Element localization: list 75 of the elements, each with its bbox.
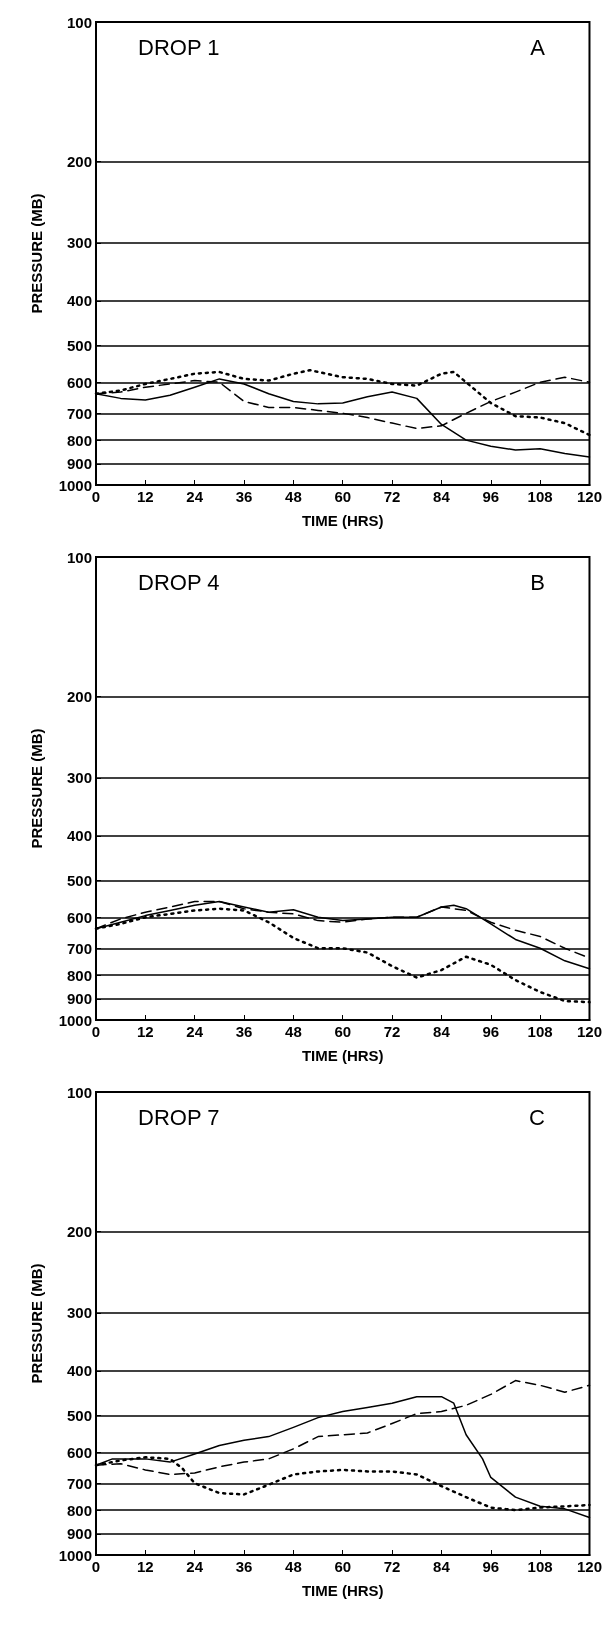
x-tick-label: 96 [482,488,500,505]
x-tick-label: 24 [186,1558,204,1575]
x-tick-label: 60 [334,1023,352,1040]
y-tick-label: 1000 [58,1011,92,1029]
y-tick-label: 800 [66,966,92,984]
x-axis-title: TIME (HRS) [301,512,384,529]
x-tick-label: 84 [433,1558,451,1575]
y-tick-label: 700 [66,939,92,957]
y-axis-title: PRESSURE (MB) [28,1263,45,1384]
y-tick-label: 700 [66,404,92,422]
x-tick-label: 84 [433,488,451,505]
y-tick-label: 800 [66,1501,92,1519]
x-tick-label: 120 [576,1558,602,1575]
y-tick-label: 100 [66,548,92,566]
x-tick-label: 84 [433,1023,451,1040]
y-tick-label: 400 [66,1362,92,1380]
x-tick-label: 72 [383,1558,401,1575]
y-tick-label: 100 [66,13,92,31]
annotation: DROP 1 [138,34,220,60]
y-tick-label: 900 [66,1525,92,1543]
y-tick-label: 400 [66,827,92,845]
annotation: B [530,569,546,595]
x-tick-label: 96 [482,1558,500,1575]
y-tick-label: 300 [66,234,92,252]
annotation: C [529,1104,546,1130]
x-tick-label: 72 [383,488,401,505]
x-tick-label: 60 [334,488,352,505]
x-axis-title: TIME (HRS) [301,1582,384,1599]
y-tick-label: 900 [66,455,92,473]
y-tick-label: 500 [66,1407,92,1425]
x-tick-label: 12 [137,1023,154,1040]
y-axis-title: PRESSURE (MB) [28,193,45,314]
y-axis-title: PRESSURE (MB) [28,728,45,849]
y-tick-label: 200 [66,1222,92,1240]
x-axis-title: TIME (HRS) [301,1047,384,1064]
y-tick-label: 200 [66,687,92,705]
y-tick-label: 600 [66,908,92,926]
x-tick-label: 72 [383,1023,401,1040]
y-tick-label: 1000 [58,476,92,494]
x-tick-label: 48 [285,488,302,505]
y-tick-label: 500 [66,337,92,355]
x-tick-label: 36 [235,1023,253,1040]
x-tick-label: 108 [527,488,553,505]
x-tick-label: 108 [527,1023,553,1040]
y-tick-label: 100 [66,1083,92,1101]
annotation: DROP 7 [138,1104,220,1130]
x-tick-label: 96 [482,1023,500,1040]
x-tick-label: 12 [137,488,154,505]
x-tick-label: 48 [285,1558,302,1575]
x-tick-label: 12 [137,1558,154,1575]
x-tick-label: 120 [576,488,602,505]
y-tick-label: 500 [66,872,92,890]
y-tick-label: 600 [66,1443,92,1461]
y-tick-label: 900 [66,990,92,1008]
x-tick-label: 0 [91,488,101,505]
y-tick-label: 600 [66,373,92,391]
x-tick-label: 0 [91,1558,101,1575]
x-tick-label: 24 [186,1023,204,1040]
x-tick-label: 120 [576,1023,602,1040]
x-tick-label: 36 [235,488,253,505]
x-tick-label: 24 [186,488,204,505]
x-tick-label: 60 [334,1558,352,1575]
annotation: A [530,34,546,60]
x-tick-label: 36 [235,1558,253,1575]
y-tick-label: 1000 [58,1546,92,1564]
x-tick-label: 0 [91,1023,101,1040]
annotation: DROP 4 [138,569,220,595]
y-tick-label: 300 [66,1304,92,1322]
y-tick-label: 200 [66,152,92,170]
y-tick-label: 800 [66,431,92,449]
y-tick-label: 700 [66,1474,92,1492]
y-tick-label: 400 [66,292,92,310]
x-tick-label: 108 [527,1558,553,1575]
x-tick-label: 48 [285,1023,302,1040]
y-tick-label: 300 [66,769,92,787]
